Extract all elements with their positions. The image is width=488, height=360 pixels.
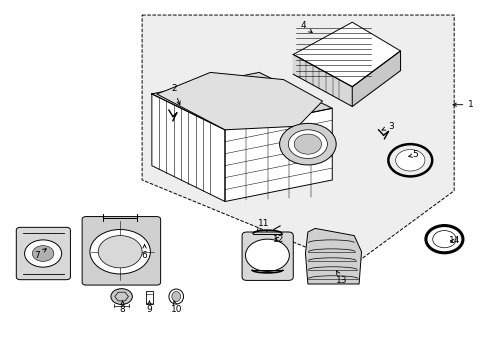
Ellipse shape: [168, 289, 183, 304]
Circle shape: [294, 134, 321, 154]
Circle shape: [111, 289, 132, 305]
Polygon shape: [152, 72, 331, 130]
Circle shape: [395, 149, 424, 171]
Text: 10: 10: [170, 301, 182, 314]
Polygon shape: [305, 228, 361, 284]
Text: 8: 8: [120, 301, 125, 314]
Text: 6: 6: [142, 245, 147, 260]
Text: 9: 9: [146, 301, 152, 314]
Text: 13: 13: [336, 271, 347, 285]
Circle shape: [24, 240, 61, 267]
Polygon shape: [157, 72, 322, 130]
Polygon shape: [142, 15, 453, 266]
Circle shape: [288, 130, 327, 158]
Polygon shape: [351, 51, 400, 107]
Polygon shape: [293, 54, 351, 107]
Polygon shape: [152, 94, 224, 202]
Text: 11: 11: [257, 219, 269, 231]
Bar: [145, 291, 153, 305]
Text: 5: 5: [408, 150, 417, 159]
Ellipse shape: [171, 292, 180, 302]
Polygon shape: [293, 22, 400, 87]
Circle shape: [245, 239, 289, 271]
Circle shape: [32, 246, 54, 261]
FancyBboxPatch shape: [16, 227, 70, 280]
Text: 1: 1: [452, 100, 473, 109]
Polygon shape: [224, 108, 331, 202]
Text: 12: 12: [272, 235, 284, 244]
Circle shape: [279, 123, 335, 165]
Text: 4: 4: [300, 21, 311, 32]
Circle shape: [432, 230, 455, 248]
FancyBboxPatch shape: [242, 232, 293, 280]
Circle shape: [98, 235, 142, 268]
Text: 3: 3: [381, 122, 393, 131]
Circle shape: [90, 229, 150, 274]
FancyBboxPatch shape: [82, 217, 160, 285]
Text: 2: 2: [171, 84, 180, 105]
Text: 14: 14: [447, 237, 459, 246]
Text: 7: 7: [34, 249, 46, 260]
